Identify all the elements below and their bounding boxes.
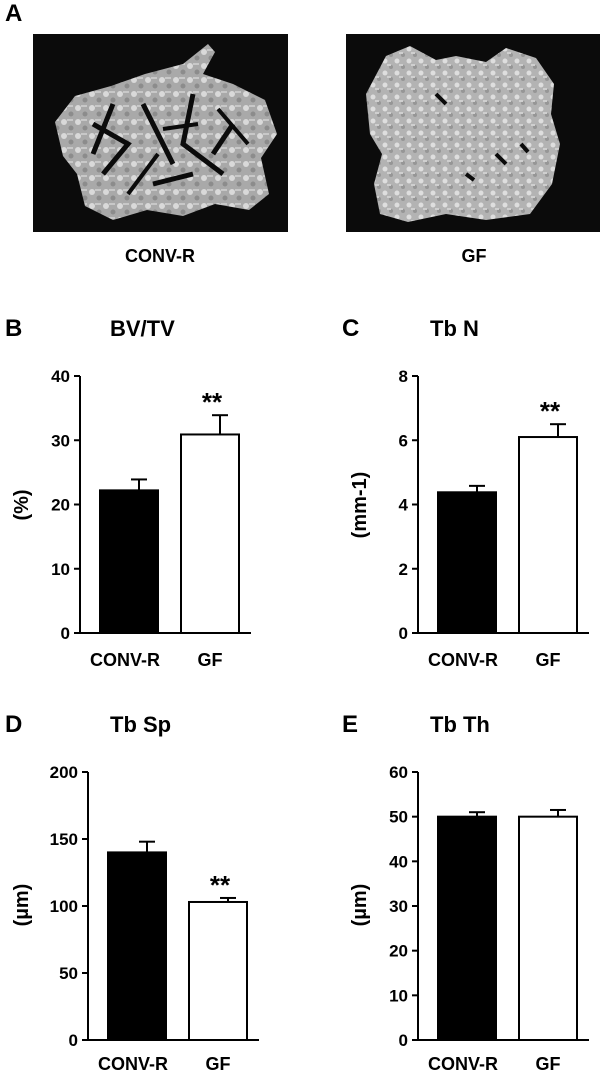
y-axis-label: (µm) bbox=[11, 884, 33, 927]
category-label: GF bbox=[536, 1054, 561, 1074]
category-label: CONV-R bbox=[98, 1054, 168, 1074]
category-label: CONV-R bbox=[428, 1054, 498, 1074]
image-caption-gf: GF bbox=[461, 246, 487, 266]
significance-marker: ** bbox=[202, 387, 223, 417]
y-tick-label: 0 bbox=[61, 624, 70, 643]
bar-0 bbox=[437, 491, 497, 634]
category-label: GF bbox=[198, 650, 223, 670]
y-axis-label: (mm-1) bbox=[349, 472, 371, 539]
y-tick-label: 30 bbox=[389, 897, 408, 916]
category-label: GF bbox=[206, 1054, 231, 1074]
significance-marker: ** bbox=[210, 870, 231, 900]
panel-a-letter: A bbox=[5, 0, 23, 27]
y-tick-label: 30 bbox=[51, 431, 70, 450]
bar-0 bbox=[107, 851, 167, 1042]
y-tick-label: 20 bbox=[51, 496, 70, 515]
bar-1 bbox=[518, 815, 578, 1042]
chart-title: Tb Sp bbox=[110, 712, 171, 737]
y-tick-label: 10 bbox=[389, 986, 408, 1005]
panel-letter: D bbox=[5, 711, 22, 738]
micro-ct-image-conv-r bbox=[33, 34, 288, 232]
category-label: CONV-R bbox=[90, 650, 160, 670]
y-tick-label: 40 bbox=[51, 367, 70, 386]
bar-0 bbox=[437, 815, 497, 1042]
micro-ct-image-gf bbox=[346, 34, 600, 232]
y-tick-label: 40 bbox=[389, 852, 408, 871]
significance-marker: ** bbox=[540, 396, 561, 426]
y-tick-label: 10 bbox=[51, 560, 70, 579]
chart-title: BV/TV bbox=[110, 316, 175, 341]
category-label: GF bbox=[536, 650, 561, 670]
category-label: CONV-R bbox=[428, 650, 498, 670]
y-tick-label: 6 bbox=[399, 431, 408, 450]
bar-1 bbox=[188, 900, 248, 1041]
y-tick-label: 60 bbox=[389, 763, 408, 782]
bar-1 bbox=[180, 433, 240, 634]
y-axis-label: (µm) bbox=[349, 884, 371, 927]
image-caption-conv-r: CONV-R bbox=[124, 246, 195, 266]
y-tick-label: 50 bbox=[59, 964, 78, 983]
bar-1 bbox=[518, 436, 578, 634]
y-axis-label: (%) bbox=[11, 489, 33, 520]
y-tick-label: 150 bbox=[50, 830, 78, 849]
y-tick-label: 200 bbox=[50, 763, 78, 782]
y-tick-label: 8 bbox=[399, 367, 408, 386]
panel-letter: E bbox=[342, 711, 358, 738]
y-tick-label: 0 bbox=[399, 624, 408, 643]
y-tick-label: 50 bbox=[389, 808, 408, 827]
panel-letter: C bbox=[342, 315, 359, 342]
y-tick-label: 4 bbox=[399, 496, 409, 515]
y-tick-label: 20 bbox=[389, 942, 408, 961]
panel-letter: B bbox=[5, 315, 22, 342]
y-tick-label: 100 bbox=[50, 897, 78, 916]
y-tick-label: 0 bbox=[399, 1031, 408, 1050]
bar-0 bbox=[99, 489, 159, 634]
chart-title: Tb N bbox=[430, 316, 479, 341]
y-tick-label: 2 bbox=[399, 560, 408, 579]
chart-title: Tb Th bbox=[430, 712, 490, 737]
y-tick-label: 0 bbox=[69, 1031, 78, 1050]
